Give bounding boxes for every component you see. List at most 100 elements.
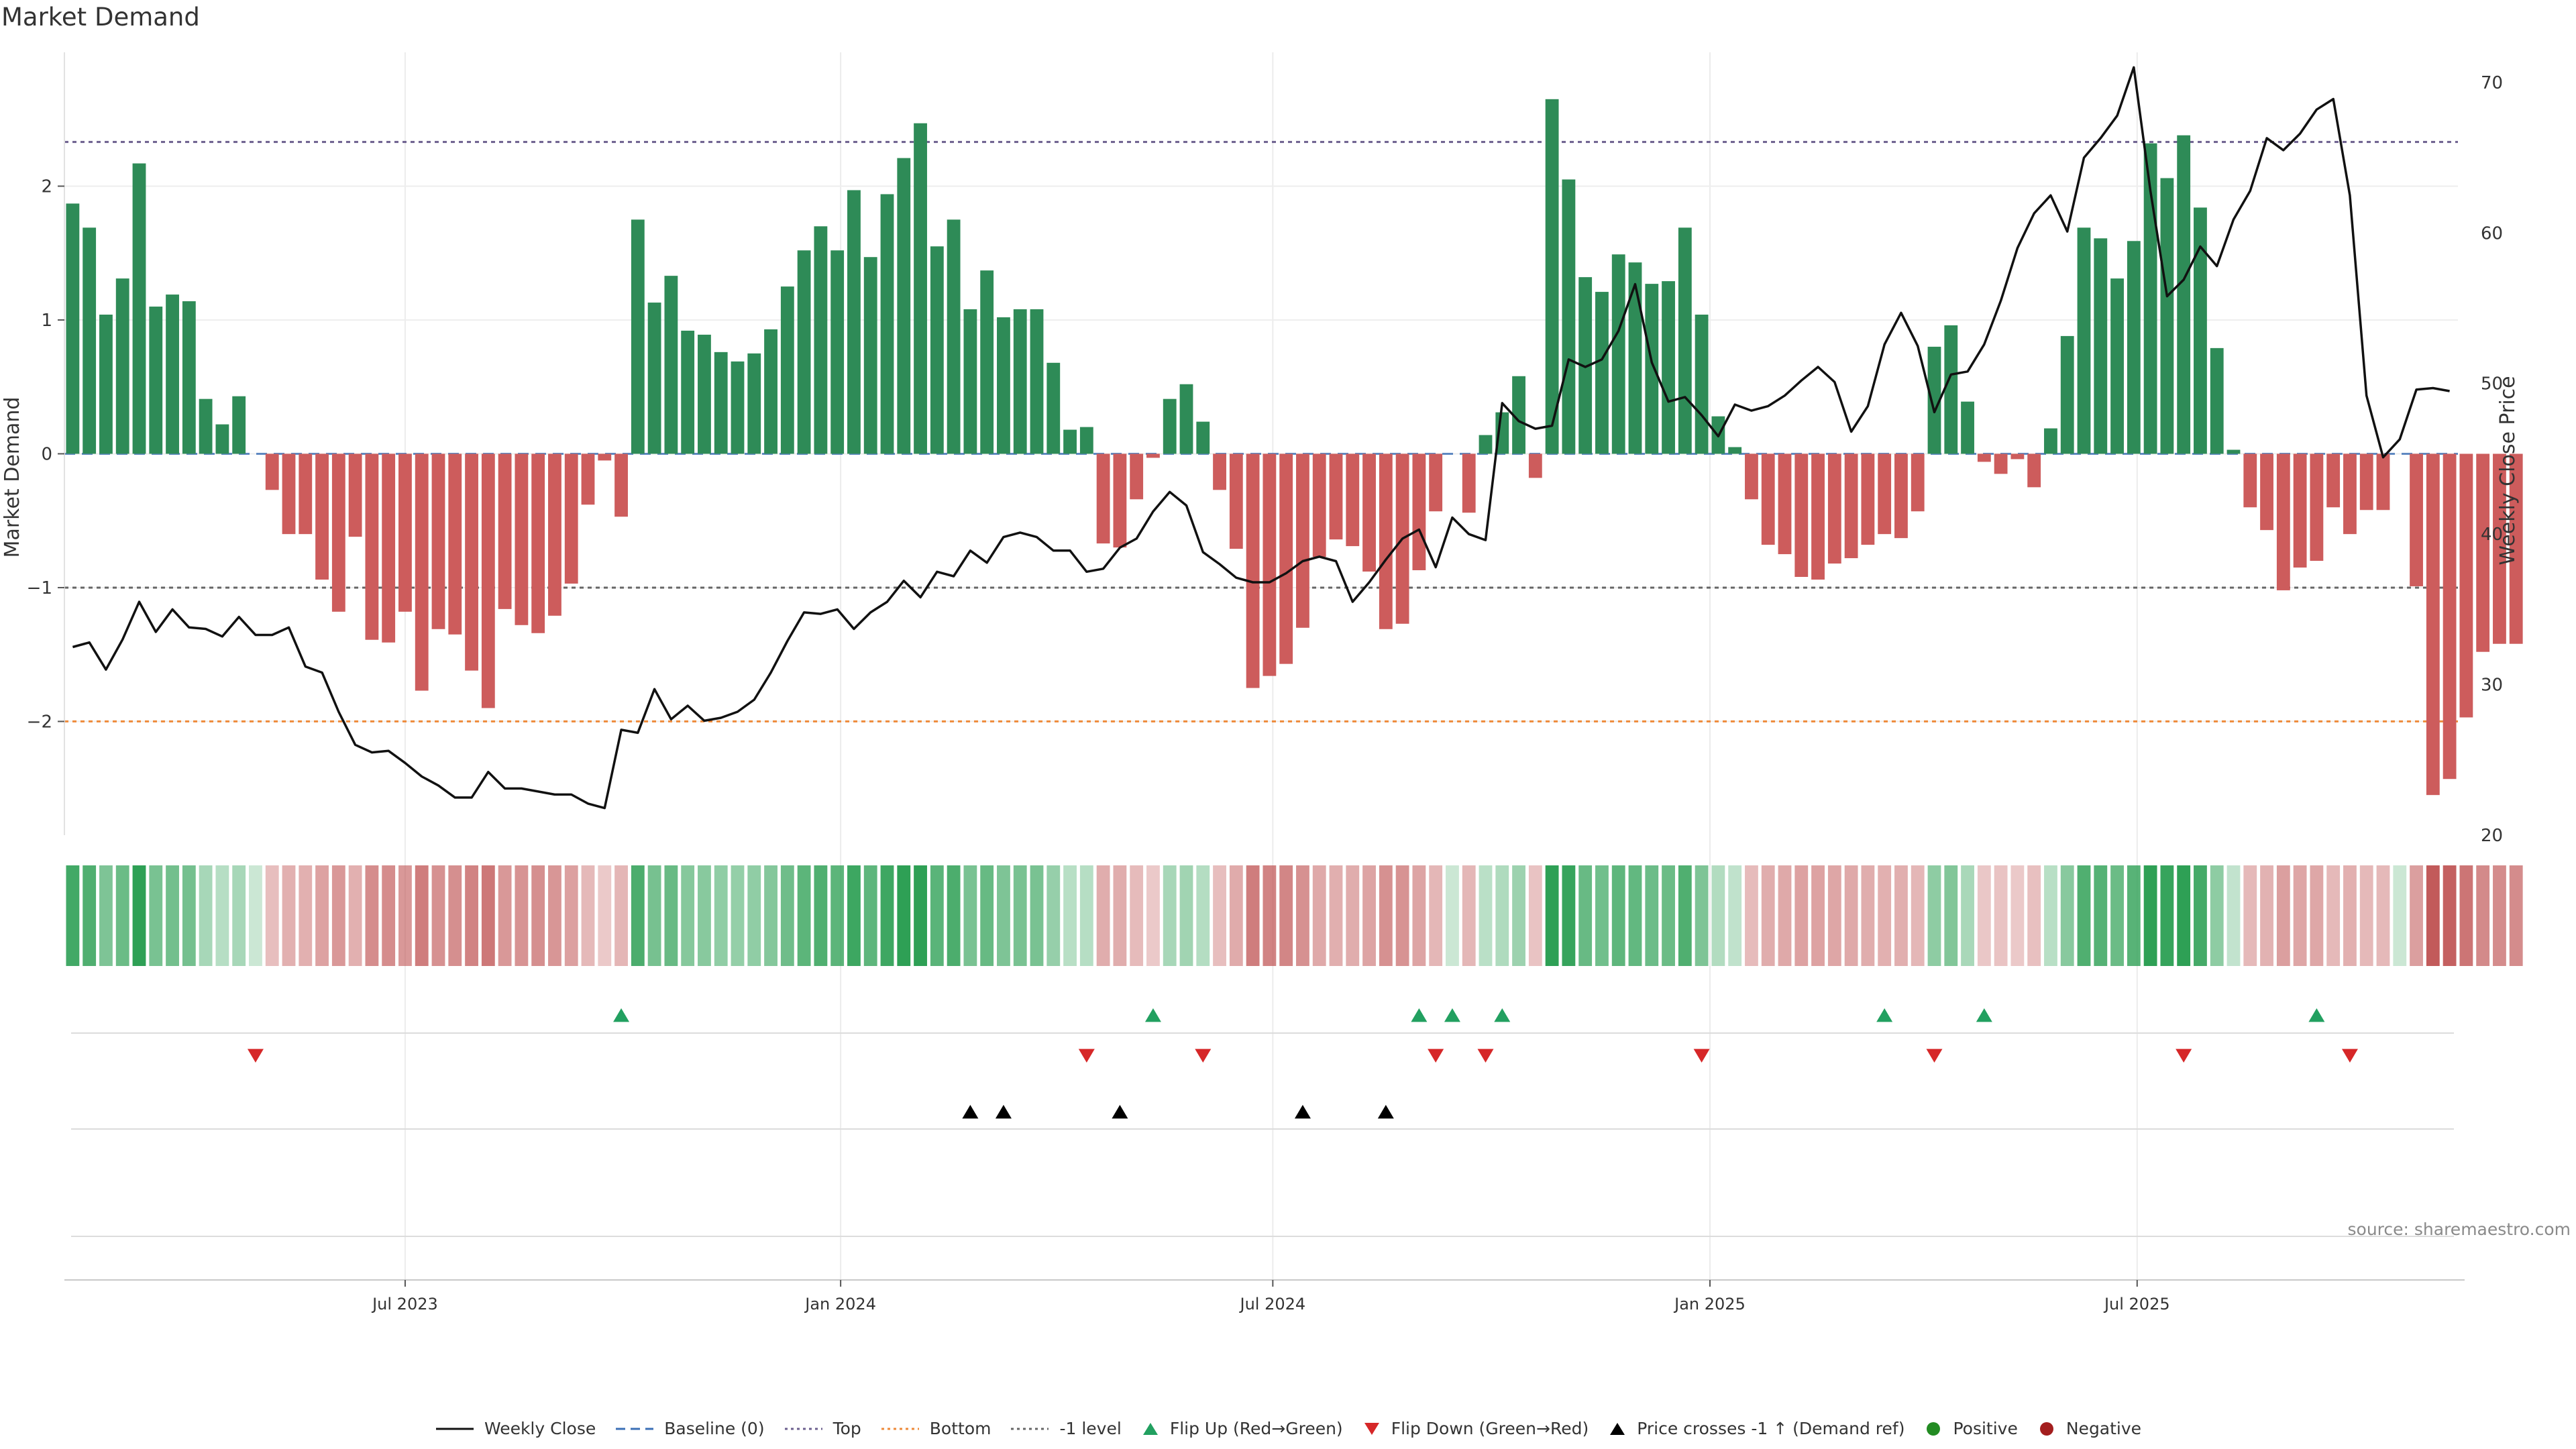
demand-bar — [481, 453, 495, 708]
demand-bar — [1595, 292, 1609, 454]
demand-bar — [1662, 281, 1675, 454]
heat-cell — [947, 865, 961, 966]
heat-cell — [1246, 865, 1260, 966]
heat-cell — [1595, 865, 1609, 966]
demand-bar — [681, 330, 695, 454]
heat-cell — [1878, 865, 1892, 966]
legend-neg1-label: -1 level — [1059, 1419, 1122, 1438]
demand-bar — [2343, 453, 2357, 535]
demand-bar — [714, 352, 728, 454]
heat-cell — [2177, 865, 2191, 966]
demand-bar — [2060, 335, 2074, 454]
heat-cell — [515, 865, 529, 966]
demand-bar — [2143, 143, 2157, 454]
heat-cell — [1030, 865, 1044, 966]
y2-tick-label: 20 — [2481, 826, 2503, 846]
legend-flip-down: Flip Down (Green→Red) — [1362, 1419, 1589, 1438]
y-axis-title: Market Demand — [1, 397, 24, 558]
demand-bar — [1778, 453, 1792, 555]
heat-cell — [2493, 865, 2506, 966]
demand-bar — [1578, 277, 1593, 454]
demand-bar — [731, 361, 745, 454]
heat-cell — [1479, 865, 1493, 966]
demand-bar — [448, 453, 462, 635]
heat-cell — [1994, 865, 2008, 966]
demand-bar — [1827, 453, 1841, 564]
y2-tick-label: 70 — [2481, 73, 2503, 93]
heat-cell — [1096, 865, 1110, 966]
heat-cell — [1163, 865, 1177, 966]
heat-cell — [1778, 865, 1792, 966]
demand-bar — [664, 276, 678, 454]
demand-bar — [1346, 453, 1360, 547]
flip-up-marker — [1444, 1008, 1460, 1022]
heat-cell — [182, 865, 196, 966]
legend-flip-down-label: Flip Down (Green→Red) — [1391, 1419, 1589, 1438]
heat-cell — [2359, 865, 2373, 966]
demand-heat-strip — [66, 865, 2523, 966]
demand-bar — [1329, 453, 1343, 540]
heat-cell — [664, 865, 678, 966]
demand-bar — [2027, 453, 2041, 488]
heat-cell — [1429, 865, 1443, 966]
demand-bar — [282, 453, 296, 535]
y-tick-label: −1 — [27, 578, 52, 598]
demand-bar — [199, 398, 213, 454]
demand-bar — [1146, 453, 1160, 458]
heat-cell — [1761, 865, 1775, 966]
price-line-layer — [72, 66, 2450, 810]
heat-cell — [614, 865, 628, 966]
demand-bars — [66, 99, 2523, 796]
heat-cell — [2476, 865, 2490, 966]
y2-axis-title: Weekly Close Price — [2496, 376, 2520, 565]
price-cross-marker — [962, 1105, 979, 1119]
demand-bar — [1130, 453, 1144, 500]
legend-weekly-close: Weekly Close — [435, 1419, 596, 1438]
heat-cell — [1678, 865, 1692, 966]
heat-cell — [199, 865, 213, 966]
heat-cell — [1063, 865, 1077, 966]
heat-cell — [348, 865, 362, 966]
legend-top-label: Top — [833, 1419, 861, 1438]
demand-bar — [2094, 238, 2108, 454]
flip-down-marker — [1693, 1049, 1710, 1063]
demand-bar — [1844, 453, 1858, 559]
heat-cell — [2027, 865, 2041, 966]
flip-up-marker — [1144, 1008, 1161, 1022]
demand-bar — [1079, 427, 1093, 454]
demand-bar — [1628, 262, 1642, 454]
legend-baseline-swatch — [614, 1421, 655, 1437]
heat-cell — [2127, 865, 2141, 966]
demand-bar — [2326, 453, 2341, 508]
demand-bar — [631, 219, 645, 454]
demand-bar — [1512, 376, 1525, 454]
heat-cell — [265, 865, 279, 966]
demand-bar — [265, 453, 279, 490]
demand-bar — [598, 453, 612, 461]
demand-bar — [1645, 284, 1659, 454]
heat-cell — [1229, 865, 1243, 966]
demand-bar — [764, 329, 777, 454]
heat-cell — [1346, 865, 1360, 966]
demand-bar — [614, 453, 628, 517]
demand-bar — [2376, 453, 2390, 511]
demand-bar — [1213, 453, 1226, 490]
source-note: source: sharemaestro.com — [2347, 1220, 2571, 1239]
heat-cell — [365, 865, 379, 966]
demand-bar — [2260, 453, 2273, 531]
heat-cell — [2459, 865, 2473, 966]
heat-cell — [2077, 865, 2091, 966]
demand-bar — [1279, 453, 1293, 664]
demand-bar — [863, 257, 877, 454]
heat-cell — [2293, 865, 2307, 966]
price-cross-marker — [1112, 1105, 1128, 1119]
heat-cell — [498, 865, 512, 966]
heat-cell — [2326, 865, 2341, 966]
demand-bar — [315, 453, 329, 580]
heat-cell — [963, 865, 977, 966]
demand-bar — [83, 227, 97, 454]
heat-cell — [1213, 865, 1226, 966]
demand-bar — [980, 270, 994, 454]
heat-cell — [1861, 865, 1875, 966]
heat-cell — [780, 865, 794, 966]
